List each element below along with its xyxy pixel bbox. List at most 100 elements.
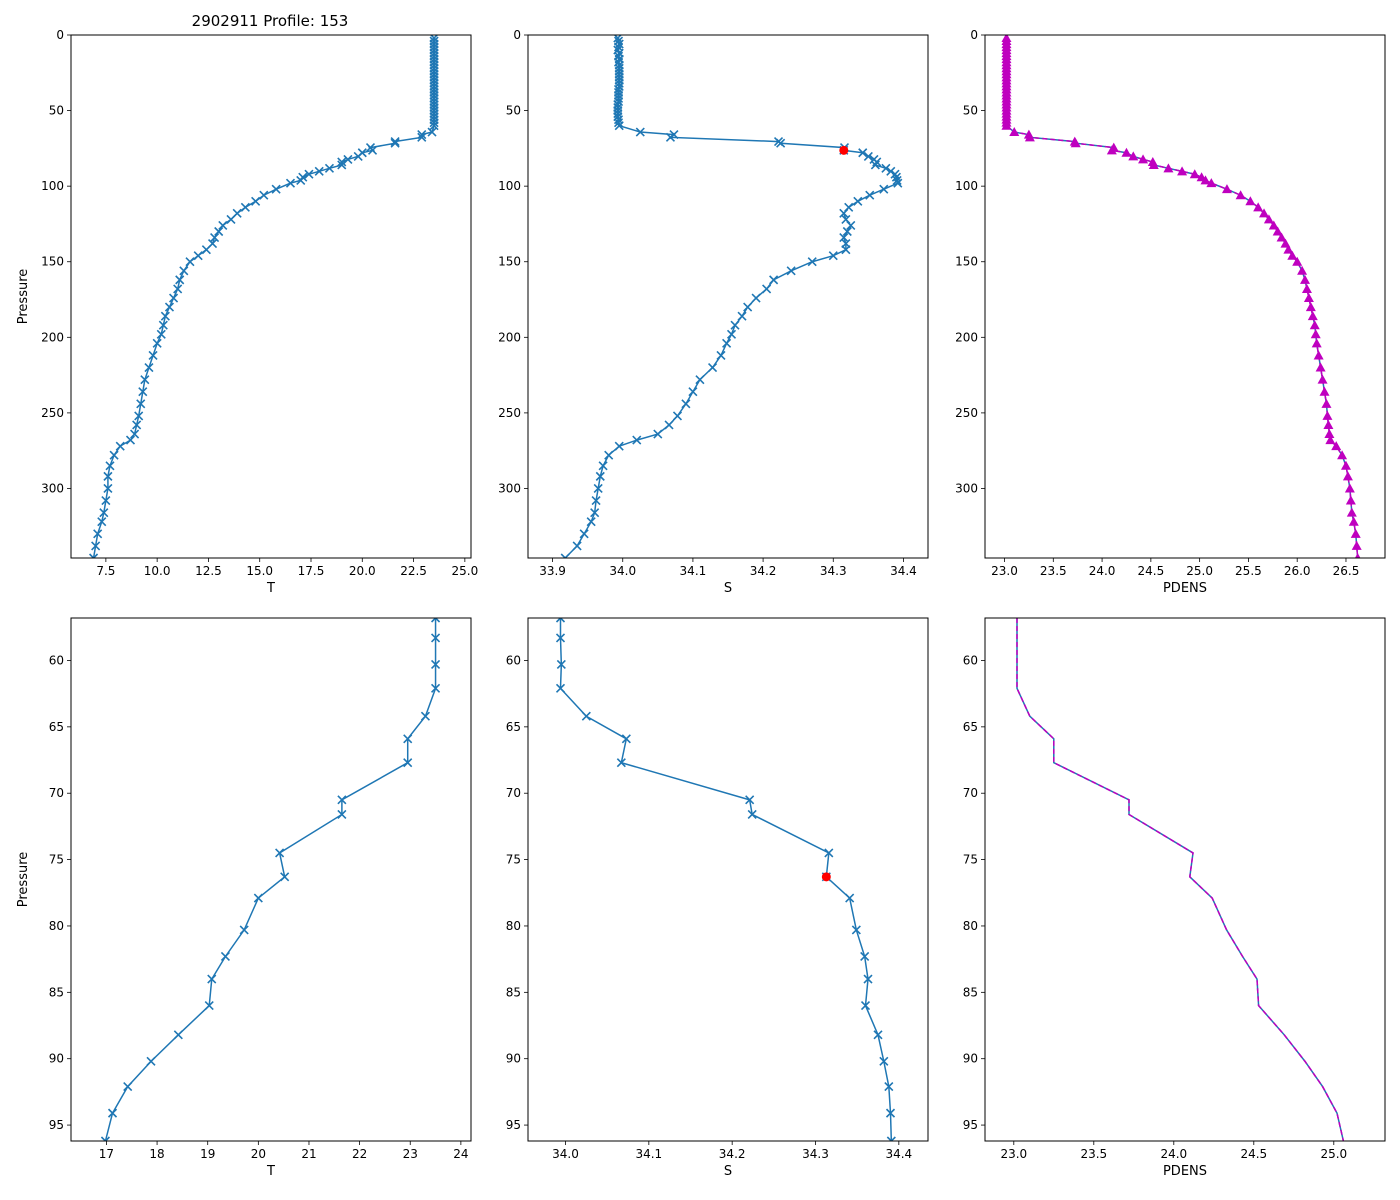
data-point-triangle-marker xyxy=(1189,169,1200,179)
data-point-triangle-marker xyxy=(1344,483,1355,493)
data-point-x-marker xyxy=(863,974,873,984)
data-point-x-marker xyxy=(884,1082,894,1092)
flagged-point xyxy=(839,145,849,155)
y-tick-label: 50 xyxy=(963,104,978,118)
x-tick-label: 22 xyxy=(352,1147,367,1161)
data-point-x-marker xyxy=(253,893,263,903)
data-point-x-marker xyxy=(201,245,211,255)
data-point-triangle-marker xyxy=(1321,398,1332,408)
data-point-x-marker xyxy=(160,311,170,321)
x-tick-label: 23.0 xyxy=(991,564,1018,578)
data-point-triangle-marker xyxy=(1148,159,1159,169)
data-point-x-marker xyxy=(144,362,154,373)
chart-panel-bottom-right: 23.0 23.5 24.0 24.5 25.0 60 65 70 75 80 85 90 95 PDEN… xyxy=(963,617,1386,1179)
data-point-triangle-marker xyxy=(1259,208,1270,218)
data-point-x-marker xyxy=(590,508,600,518)
data-point-triangle-marker xyxy=(1311,338,1322,348)
data-point-triangle-marker xyxy=(1177,166,1188,176)
data-point-x-marker xyxy=(842,226,852,237)
x-tick-label: 25.5 xyxy=(1235,564,1262,578)
data-point-x-marker xyxy=(664,420,674,430)
x-tick-label: 24 xyxy=(453,1147,468,1161)
data-point-triangle-marker xyxy=(1121,147,1132,157)
y-tick-label: 250 xyxy=(498,406,521,420)
data-point-x-marker xyxy=(591,495,601,506)
data-point-triangle-marker xyxy=(1337,450,1348,460)
data-point-x-marker xyxy=(828,251,838,261)
data-point-x-marker xyxy=(420,711,430,721)
data-point-triangle-marker xyxy=(1245,196,1256,206)
y-tick-label: 100 xyxy=(41,179,64,193)
data-point-triangle-marker xyxy=(1315,362,1326,372)
series-line-dashed-pdens xyxy=(1016,618,1345,1141)
x-tick-label: 34.2 xyxy=(750,564,777,578)
data-point-x-marker xyxy=(824,848,834,858)
chart-panel-top-left: 7.5 10.0 12.5 15.0 17.5 20.0 22.5 25.0 0 50 100 150… xyxy=(16,28,478,596)
data-point-x-marker xyxy=(103,483,113,494)
axes-frame xyxy=(70,34,472,559)
data-point-triangle-marker xyxy=(1319,386,1330,396)
data-point-x-marker xyxy=(839,232,849,243)
x-tick-label: 19 xyxy=(200,1147,215,1161)
data-point-x-marker xyxy=(91,541,101,551)
data-point-triangle-marker xyxy=(1325,435,1336,445)
x-tick-label: 33.9 xyxy=(539,564,566,578)
data-point-x-marker xyxy=(207,974,217,984)
data-point-x-marker xyxy=(99,508,109,518)
data-point-x-marker xyxy=(726,329,737,339)
y-tick-label: 95 xyxy=(49,1118,64,1132)
data-point-x-marker xyxy=(337,160,347,170)
data-point-x-marker xyxy=(743,302,753,312)
data-point-x-marker xyxy=(730,320,740,330)
data-point-x-marker xyxy=(314,166,324,176)
y-tick-label: 200 xyxy=(498,330,521,344)
data-point-x-marker xyxy=(173,1030,183,1040)
data-point-x-marker xyxy=(337,809,347,820)
x-tick-label: 34.3 xyxy=(820,564,847,578)
y-tick-label: 300 xyxy=(955,481,978,495)
data-point-x-marker xyxy=(179,266,189,276)
data-point-triangle-marker xyxy=(1309,320,1320,330)
x-axis-label: T xyxy=(266,581,275,596)
chart-panel-bottom-middle: 34.0 34.1 34.2 34.3 34.4 60 65 70 75 80 85 90 95 S xyxy=(506,617,929,1179)
data-point-x-marker xyxy=(429,121,439,131)
data-point-x-marker xyxy=(109,450,119,460)
data-point-x-marker xyxy=(614,121,624,131)
data-point-x-marker xyxy=(125,435,136,445)
y-tick-label: 95 xyxy=(963,1118,978,1132)
data-point-triangle-marker xyxy=(1070,138,1081,148)
y-tick-label: 70 xyxy=(49,786,64,800)
y-tick-label: 60 xyxy=(506,653,521,667)
data-point-x-marker xyxy=(841,214,851,224)
data-point-x-marker xyxy=(285,178,296,188)
data-point-x-marker xyxy=(173,284,183,294)
data-point-x-marker xyxy=(879,184,889,194)
data-point-x-marker xyxy=(593,483,603,494)
data-point-x-marker xyxy=(722,338,732,348)
data-point-x-marker xyxy=(614,441,624,451)
data-point-x-marker xyxy=(140,375,150,385)
data-point-x-marker xyxy=(403,734,413,744)
data-point-x-marker xyxy=(107,1108,118,1118)
data-point-x-marker xyxy=(579,529,589,539)
data-point-x-marker xyxy=(210,232,220,243)
data-point-x-marker xyxy=(296,175,306,185)
x-tick-label: 25.0 xyxy=(1186,564,1213,578)
data-point-x-marker xyxy=(581,711,591,721)
y-tick-label: 80 xyxy=(506,919,521,933)
data-point-x-marker xyxy=(427,127,437,137)
data-point-triangle-marker xyxy=(1301,283,1312,293)
data-point-x-marker xyxy=(175,275,185,285)
data-layer xyxy=(100,618,441,1141)
data-point-x-marker xyxy=(430,618,441,623)
data-point-x-marker xyxy=(707,362,718,373)
axes-frame xyxy=(527,617,929,1142)
data-point-x-marker xyxy=(152,338,162,348)
data-point-x-marker xyxy=(146,1056,156,1066)
data-point-triangle-marker xyxy=(1317,374,1328,384)
y-tick-label: 250 xyxy=(41,406,64,420)
data-point-triangle-marker xyxy=(1268,220,1279,230)
data-point-x-marker xyxy=(280,872,290,882)
y-tick-label: 0 xyxy=(970,28,978,42)
data-point-x-marker xyxy=(403,758,413,768)
